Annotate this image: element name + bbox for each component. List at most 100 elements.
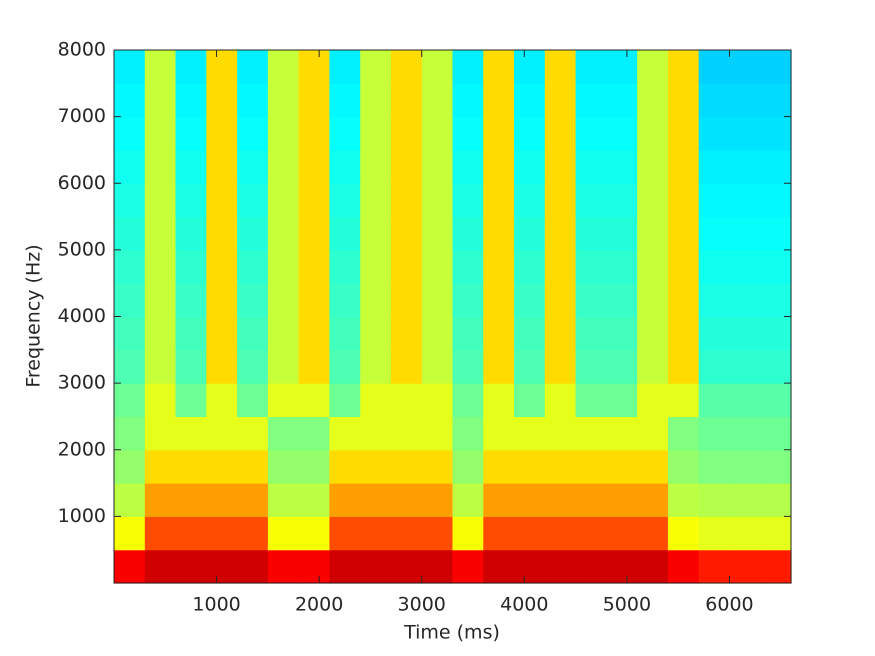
heatmap-cell — [698, 516, 731, 551]
heatmap-cell — [144, 316, 177, 351]
heatmap-cell — [544, 249, 577, 284]
heatmap-cell — [390, 449, 423, 484]
heatmap-cell — [144, 149, 177, 184]
heatmap-cell — [144, 349, 177, 384]
heatmap-cell — [267, 416, 300, 451]
heatmap-cell — [729, 249, 761, 284]
heatmap-cell — [390, 149, 423, 184]
heatmap-cell — [637, 383, 669, 418]
heatmap-cell — [637, 516, 669, 551]
heatmap-cell — [698, 283, 731, 318]
heatmap-cell — [206, 50, 238, 84]
heatmap-cell — [760, 483, 792, 517]
heatmap-cell — [267, 383, 300, 418]
heatmap-cell — [329, 549, 361, 584]
heatmap-cell — [237, 449, 269, 484]
heatmap-cell — [206, 316, 238, 351]
heatmap-cell — [729, 183, 761, 218]
heatmap-cell — [206, 249, 238, 284]
heatmap-cell — [514, 383, 546, 418]
heatmap-cell — [606, 283, 638, 318]
heatmap-cell — [329, 416, 361, 451]
heatmap-cell — [298, 116, 331, 151]
heatmap-cell — [452, 149, 484, 184]
heatmap-cell — [114, 383, 146, 418]
heatmap-cell — [760, 116, 792, 151]
y-tick-label: 4000 — [58, 305, 106, 327]
heatmap-cell — [329, 83, 361, 118]
heatmap-cell — [175, 483, 207, 517]
heatmap-cell — [606, 416, 638, 451]
heatmap-cell — [575, 149, 607, 184]
heatmap-cell — [390, 349, 423, 384]
heatmap-cell — [421, 149, 454, 184]
heatmap-cell — [175, 216, 207, 251]
heatmap-cell — [760, 183, 792, 218]
heatmap-cell — [452, 50, 484, 84]
heatmap-cell — [544, 83, 577, 118]
heatmap-cell — [544, 50, 577, 84]
heatmap-cell — [206, 383, 238, 418]
heatmap-cell — [452, 216, 484, 251]
heatmap-cell — [267, 149, 300, 184]
heatmap-cell — [544, 116, 577, 151]
heatmap-cell — [267, 549, 300, 584]
heatmap-cell — [298, 416, 331, 451]
heatmap-cell — [452, 183, 484, 218]
heatmap-cell — [698, 449, 731, 484]
heatmap-cell — [514, 216, 546, 251]
x-tick-label: 1000 — [192, 594, 240, 616]
heatmap-cell — [667, 116, 700, 151]
heatmap-cell — [175, 449, 207, 484]
heatmap-cell — [421, 349, 454, 384]
heatmap-cell — [360, 116, 392, 151]
heatmap-cell — [729, 483, 761, 517]
heatmap-cell — [575, 249, 607, 284]
heatmap-cell — [175, 149, 207, 184]
heatmap-cell — [452, 349, 484, 384]
heatmap-cell — [390, 516, 423, 551]
heatmap-cell — [360, 50, 392, 84]
heatmap-cell — [544, 316, 577, 351]
heatmap-cell — [237, 549, 269, 584]
heatmap-cell — [667, 283, 700, 318]
heatmap-cell — [452, 416, 484, 451]
heatmap-cell — [575, 549, 607, 584]
heatmap-cell — [175, 349, 207, 384]
heatmap-cell — [175, 383, 207, 418]
heatmap-cell — [329, 116, 361, 151]
heatmap-cell — [698, 316, 731, 351]
heatmap-cell — [483, 316, 515, 351]
heatmap-cell — [760, 249, 792, 284]
heatmap-cell — [144, 549, 177, 584]
heatmap-cell — [667, 249, 700, 284]
heatmap-cell — [360, 183, 392, 218]
heatmap-cell — [114, 249, 146, 284]
heatmap-cell — [606, 50, 638, 84]
heatmap-cell — [175, 516, 207, 551]
heatmap-cell — [144, 383, 177, 418]
heatmap-cell — [237, 516, 269, 551]
heatmap-cell — [114, 316, 146, 351]
heatmap-cell — [144, 183, 177, 218]
y-axis-label: Frequency (Hz) — [23, 244, 45, 387]
heatmap-cell — [575, 183, 607, 218]
heatmap-cell — [637, 283, 669, 318]
heatmap-cell — [667, 349, 700, 384]
heatmap-cell — [298, 216, 331, 251]
heatmap-cell — [483, 50, 515, 84]
heatmap-cell — [421, 249, 454, 284]
heatmap-cell — [698, 249, 731, 284]
heatmap-cell — [760, 149, 792, 184]
heatmap-cell — [206, 116, 238, 151]
heatmap-cell — [267, 449, 300, 484]
heatmap-cell — [298, 349, 331, 384]
heatmap-cell — [760, 316, 792, 351]
heatmap-cell — [175, 249, 207, 284]
heatmap-cell — [667, 516, 700, 551]
heatmap-cell — [206, 516, 238, 551]
heatmap-cell — [575, 283, 607, 318]
heatmap-cell — [544, 483, 577, 517]
heatmap-cell — [575, 349, 607, 384]
